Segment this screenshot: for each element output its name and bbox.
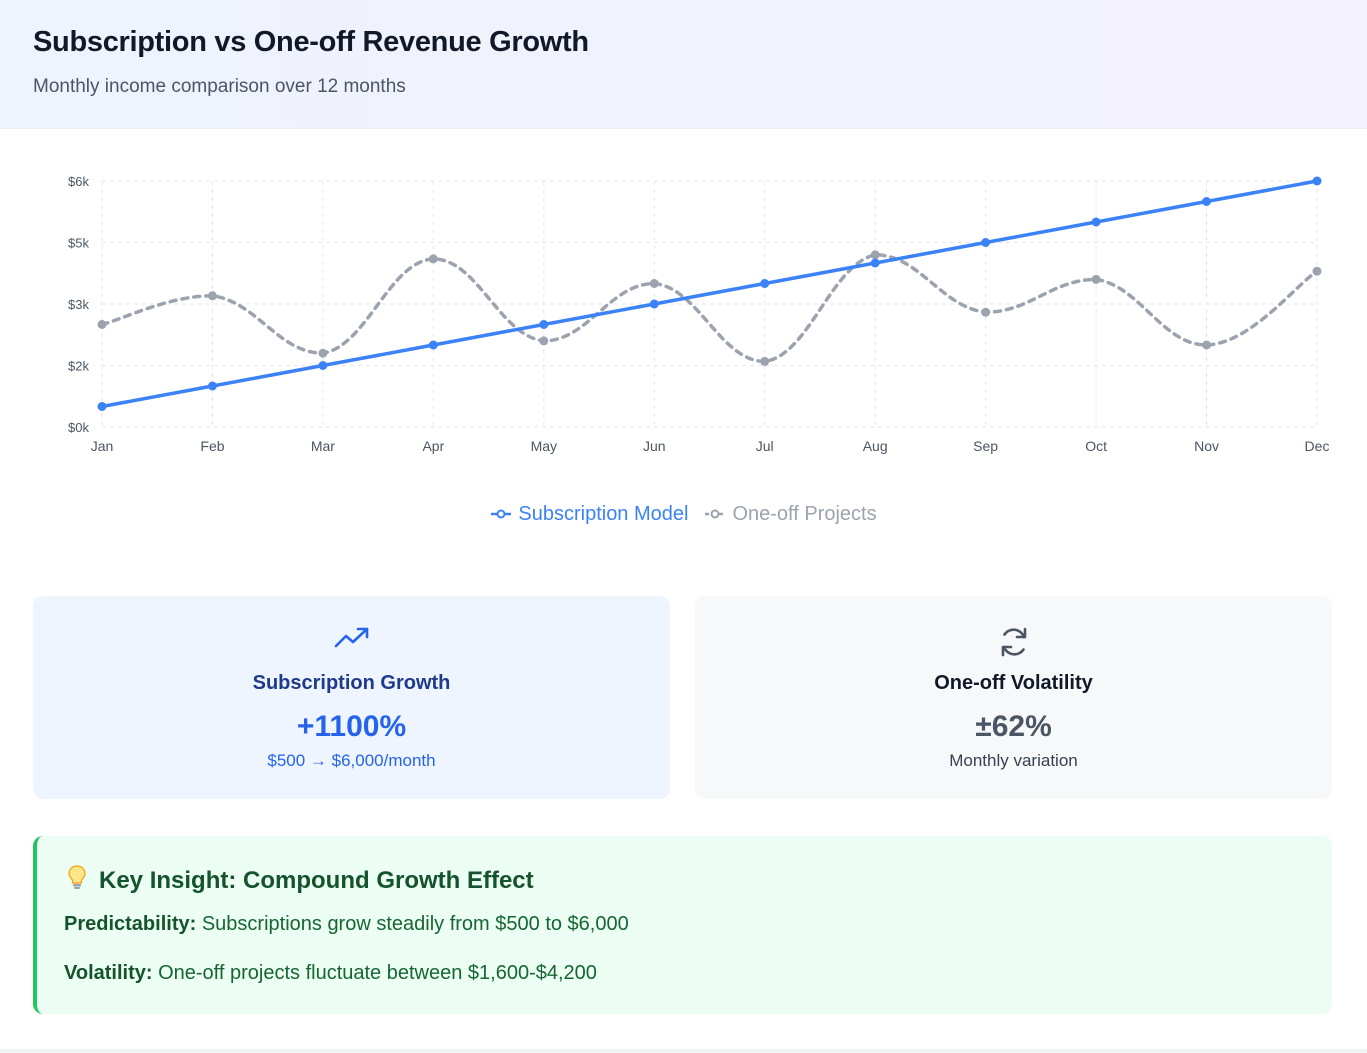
y-tick-label: $3k (68, 297, 89, 312)
dashed-line-marker-icon (705, 509, 726, 519)
insight-point: Predictability: Subscriptions grow stead… (64, 913, 629, 936)
one-off-volatility-card: One-off Volatility ±62% Monthly variatio… (695, 596, 1332, 799)
x-tick-label: Jun (643, 438, 666, 454)
subscription-data-point (539, 320, 549, 329)
chart-svg: $0k $2k $3k $5k $6k Jan Feb Mar Apr May Jun Jul Aug S… (68, 174, 1330, 454)
card-title: One-off Volatility (934, 672, 1093, 694)
chart-legend: Subscription Model One-off Projects (0, 501, 1367, 527)
one-off-data-point (1312, 266, 1322, 276)
insight-point-text: One-off projects fluctuate between $1,60… (152, 962, 597, 984)
one-off-data-point (97, 320, 107, 329)
one-off-data-point (1091, 274, 1101, 284)
insight-point-text: Subscriptions grow steadily from $500 to… (196, 913, 629, 935)
header: Subscription vs One-off Revenue Growth M… (0, 0, 1367, 129)
insight-title-row: Key Insight: Compound Growth Effect (67, 864, 534, 897)
subscription-data-point (1202, 197, 1212, 206)
one-off-data-point (981, 307, 991, 317)
subscription-series-line (100, 179, 1319, 409)
page-subtitle: Monthly income comparison over 12 months (33, 76, 406, 97)
x-tick-label: Jan (91, 438, 114, 454)
one-off-data-point (1202, 340, 1212, 350)
one-off-data-point (207, 291, 217, 301)
legend-label-subscription: Subscription Model (518, 502, 689, 525)
subscription-data-point (981, 238, 991, 247)
insight-point-label: Volatility: (64, 962, 153, 984)
insight-point: Volatility: One-off projects fluctuate b… (64, 962, 597, 985)
subscription-data-point (428, 340, 438, 350)
y-tick-label: $6k (68, 174, 89, 189)
card-title: Subscription Growth (252, 672, 451, 694)
x-tick-label: May (531, 438, 557, 454)
x-tick-label: Feb (200, 438, 224, 454)
card-subtitle: $500 → $6,000/month (267, 751, 436, 770)
one-off-data-point (428, 254, 438, 264)
divider (0, 1049, 1367, 1053)
one-off-data-point (539, 336, 549, 346)
subscription-data-point (318, 361, 328, 370)
insight-title: Key Insight: Compound Growth Effect (99, 866, 534, 894)
refresh-icon (996, 624, 1032, 665)
x-tick-label: Jul (756, 438, 774, 454)
y-tick-label: $2k (68, 359, 89, 374)
subscription-data-point (760, 279, 770, 288)
legend-item-subscription[interactable]: Subscription Model (490, 503, 688, 526)
line-chart: $0k $2k $3k $5k $6k Jan Feb Mar Apr May Jun Jul Aug S… (0, 150, 1367, 550)
key-insight-box: Key Insight: Compound Growth Effect Pred… (33, 836, 1332, 1014)
one-off-data-point (870, 250, 880, 260)
subscription-data-point (1091, 217, 1101, 227)
y-tick-label: $0k (68, 420, 89, 435)
card-value: ±62% (975, 710, 1052, 743)
trending-up-icon (334, 624, 370, 657)
subscription-data-point (870, 258, 880, 268)
y-tick-label: $5k (68, 236, 89, 251)
one-off-series-line (100, 253, 1319, 364)
card-value: +1100% (296, 710, 407, 743)
x-tick-label: Dec (1305, 438, 1330, 454)
x-tick-label: Aug (863, 438, 888, 454)
legend-label-one-off: One-off Projects (732, 502, 877, 525)
subscription-data-point (207, 381, 217, 391)
subscription-growth-card: Subscription Growth +1100% $500 → $6,000… (33, 596, 670, 799)
x-tick-label: Mar (311, 438, 335, 454)
page-title: Subscription vs One-off Revenue Growth (33, 26, 589, 58)
solid-line-marker-icon (491, 509, 512, 519)
subscription-data-point (649, 299, 659, 309)
x-tick-label: Oct (1085, 438, 1107, 454)
lightbulb-icon (67, 864, 87, 897)
insight-point-label: Predictability: (64, 913, 197, 935)
one-off-data-point (318, 348, 328, 358)
one-off-data-point (760, 356, 770, 366)
x-tick-label: Nov (1194, 438, 1219, 454)
x-tick-label: Sep (973, 438, 998, 454)
x-tick-label: Apr (422, 438, 444, 454)
legend-item-one-off[interactable]: One-off Projects (704, 502, 877, 526)
subscription-data-point (1312, 176, 1322, 186)
card-subtitle: Monthly variation (949, 751, 1078, 770)
one-off-data-point (649, 279, 659, 288)
subscription-data-point (97, 402, 107, 411)
